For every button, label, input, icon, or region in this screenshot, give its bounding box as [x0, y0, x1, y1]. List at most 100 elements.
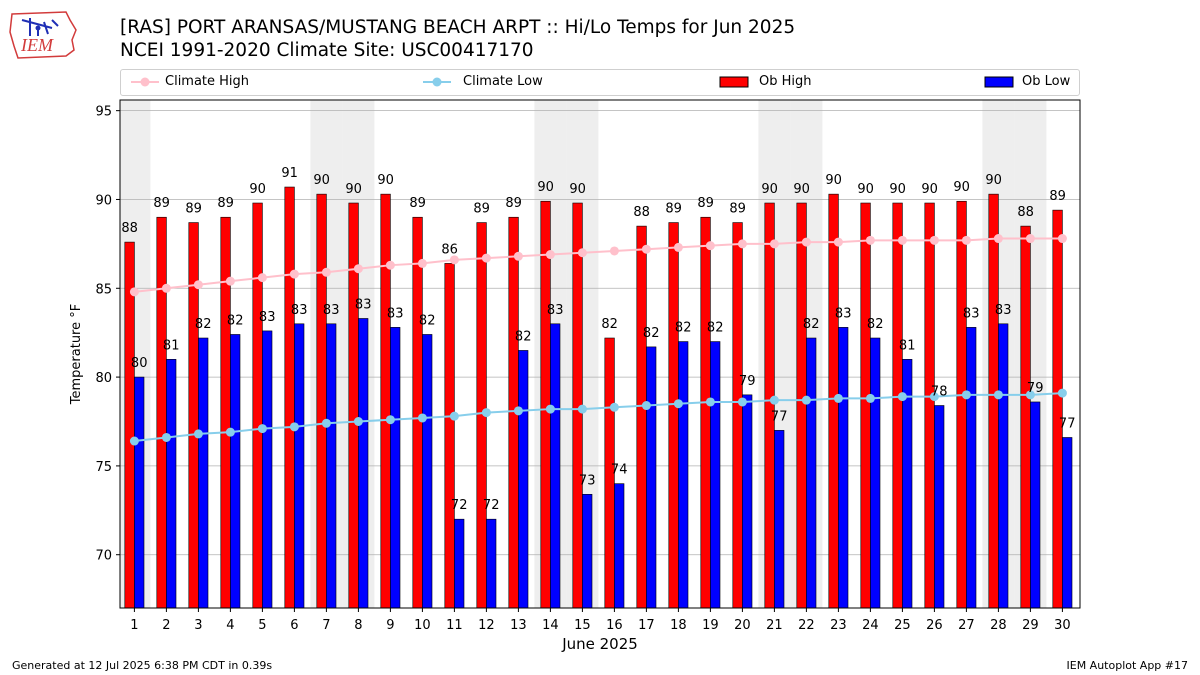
y-tick-label-95: 95: [95, 105, 112, 120]
x-tick-label-18: 18: [670, 618, 687, 633]
climate-high-marker-icon: [131, 77, 159, 87]
ob-high-label-day-20: 89: [729, 202, 746, 217]
legend-label-climate-low: Climate Low: [463, 74, 543, 89]
grid-lines: [120, 110, 1080, 556]
climate-low-point-day-5: [257, 424, 267, 434]
legend: Climate High Climate Low Ob High Ob Low: [120, 69, 1080, 96]
ob-low-bar-day-17: [646, 346, 657, 609]
ob-high-bar-day-28: [988, 193, 999, 609]
x-tick-label-7: 7: [322, 618, 330, 633]
ob-high-bar-day-29: [1020, 225, 1031, 609]
climate-high-point-day-13: [513, 251, 523, 261]
ob-low-bar-day-29: [1030, 401, 1041, 609]
x-tick-label-30: 30: [1054, 618, 1071, 633]
ob-high-label-day-19: 89: [697, 196, 714, 211]
climate-low-point-day-29: [1025, 390, 1035, 400]
ob-low-bar-day-21: [774, 430, 785, 609]
x-tick-label-9: 9: [386, 618, 394, 633]
vane-hub: [35, 25, 41, 31]
ob-low-label-day-5: 83: [259, 310, 276, 325]
ob-high-label-day-16: 82: [601, 317, 618, 332]
generated-timestamp: Generated at 12 Jul 2025 6:38 PM CDT in …: [12, 659, 273, 672]
x-tick-label-13: 13: [510, 618, 527, 633]
ob-low-label-day-16: 74: [611, 463, 628, 478]
weather-vane-icon: [21, 18, 59, 36]
ob-high-bar-day-21: [764, 202, 775, 609]
ob-high-bar-day-18: [668, 222, 679, 609]
climate-low-point-day-30: [1057, 388, 1067, 398]
ob-high-label-day-3: 89: [185, 202, 202, 217]
x-tick-label-17: 17: [638, 618, 655, 633]
x-tick-label-1: 1: [130, 618, 138, 633]
climate-high-point-day-4: [225, 276, 235, 286]
ob-low-bar-day-9: [390, 327, 401, 609]
x-tick-label-16: 16: [606, 618, 623, 633]
climate-low-point-day-4: [225, 427, 235, 437]
climate-high-point-day-8: [353, 264, 363, 274]
climate-high-point-day-1: [129, 287, 139, 297]
ob-high-label-day-23: 90: [825, 173, 842, 188]
ob-high-label-day-26: 90: [921, 182, 938, 197]
ob-low-bar-day-7: [326, 323, 337, 609]
climate-lines: [129, 234, 1067, 446]
ob-low-label-day-19: 82: [707, 321, 724, 336]
ob-high-label-day-29: 88: [1017, 205, 1034, 220]
chart-title: [RAS] PORT ARANSAS/MUSTANG BEACH ARPT ::…: [120, 17, 796, 38]
y-axis-label: Temperature °F: [69, 304, 84, 405]
climate-high-point-day-30: [1057, 234, 1067, 244]
plot-frame: [119, 99, 1081, 609]
climate-high-point-day-27: [961, 235, 971, 245]
ob-high-label-day-15: 90: [569, 182, 586, 197]
ob-low-bar-day-1: [134, 376, 145, 609]
climate-low-point-day-15: [577, 404, 587, 414]
ob-low-label-day-20: 79: [739, 374, 756, 389]
climate-high-point-day-10: [417, 258, 427, 268]
ob-high-bar-day-6: [284, 186, 295, 609]
x-tick-label-24: 24: [862, 618, 879, 633]
ob-high-bar-day-27: [956, 200, 967, 609]
ob-low-label-day-23: 83: [835, 306, 852, 321]
climate-high-point-day-17: [641, 244, 651, 254]
ob-low-bar-day-4: [230, 334, 241, 609]
ob-high-label-day-18: 89: [665, 202, 682, 217]
ob-high-label-day-30: 89: [1049, 189, 1066, 204]
ob-low-label-day-25: 81: [899, 338, 916, 353]
app-credit: IEM Autoplot App #17: [1066, 659, 1189, 672]
climate-high-point-day-16: [609, 246, 619, 256]
ob-high-label-day-6: 91: [281, 166, 298, 181]
climate-high-point-day-15: [577, 248, 587, 258]
ob-high-bar-day-4: [220, 216, 231, 609]
climate-high-point-day-11: [449, 255, 459, 265]
ob-high-label-day-13: 89: [505, 196, 522, 211]
climate-low-point-day-10: [417, 413, 427, 423]
climate-high-point-day-18: [673, 242, 683, 252]
climate-high-point-day-6: [289, 269, 299, 279]
ob-high-label-day-7: 90: [313, 173, 330, 188]
ob-high-label-day-10: 89: [409, 196, 426, 211]
y-tick-label-85: 85: [95, 282, 112, 297]
ob-low-label-day-28: 83: [995, 303, 1012, 318]
climate-low-point-day-1: [129, 436, 139, 446]
y-tick-label-75: 75: [95, 460, 112, 475]
x-tick-label-8: 8: [354, 618, 362, 633]
ob-high-bar-day-19: [700, 216, 711, 609]
climate-high-point-day-5: [257, 273, 267, 283]
ob-low-label-day-26: 78: [931, 385, 948, 400]
climate-high-point-day-20: [737, 239, 747, 249]
ob-low-label-day-4: 82: [227, 313, 244, 328]
ob-high-label-day-27: 90: [953, 180, 970, 195]
ob-low-label-day-1: 80: [131, 356, 148, 371]
ob-high-bar-day-14: [540, 200, 551, 609]
ob-low-label-day-3: 82: [195, 317, 212, 332]
ob-low-label-day-9: 83: [387, 306, 404, 321]
x-tick-label-2: 2: [162, 618, 170, 633]
ob-low-bar-day-20: [742, 394, 753, 609]
ob-low-bar-day-30: [1062, 437, 1073, 609]
ob-high-bar-day-17: [636, 225, 647, 609]
climate-high-point-day-29: [1025, 234, 1035, 244]
ob-low-bar-day-13: [518, 350, 529, 609]
ob-high-bar-day-24: [860, 202, 871, 609]
ob-low-label-day-30: 77: [1059, 416, 1076, 431]
ob-low-label-day-11: 72: [451, 498, 468, 513]
